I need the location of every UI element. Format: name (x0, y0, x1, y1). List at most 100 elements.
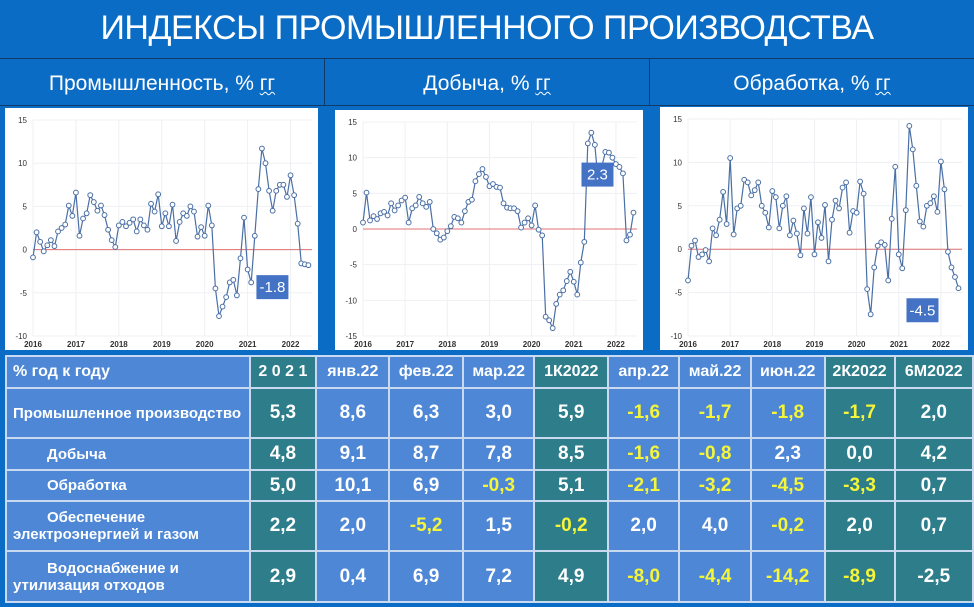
table-cell: 2,3 (749, 437, 826, 471)
x-tick-label: 2016 (354, 340, 372, 349)
y-tick-label: -5 (20, 289, 28, 298)
data-point (902, 207, 909, 214)
table-cell: 0,7 (893, 500, 974, 552)
data-point (176, 219, 183, 225)
last-value-label: 2.3 (587, 167, 608, 184)
data-point (259, 145, 265, 152)
data-point (553, 301, 560, 307)
x-tick-label: 2021 (565, 340, 583, 349)
x-tick-label: 2017 (67, 340, 85, 349)
data-point (137, 216, 144, 223)
data-point (461, 208, 468, 215)
data-point (584, 140, 591, 147)
data-point (230, 276, 237, 283)
data-point (191, 208, 197, 215)
data-point (126, 219, 133, 226)
y-tick-label: 0 (353, 225, 358, 234)
table-cell: 2,2 (248, 500, 318, 552)
table-cell: 2,9 (248, 550, 318, 603)
column-header: 2К2022 (823, 355, 896, 389)
table-cell: 5,9 (533, 387, 609, 439)
data-point (395, 202, 402, 209)
table-row: Обработка 5,0 10,1 6,9 -0,3 5,1 -2,1 -3,2 -4,5 -3… (5, 469, 974, 502)
data-point (549, 325, 556, 332)
data-point (514, 208, 521, 215)
table-cell: 8,5 (533, 437, 609, 471)
data-point (90, 199, 97, 205)
panel-unit: гг (875, 72, 891, 95)
data-point (419, 200, 426, 207)
row-label-line2: утилизация отходов (13, 576, 165, 594)
data-point (591, 141, 598, 148)
y-tick-label: 10 (673, 158, 682, 167)
data-point (945, 248, 951, 255)
column-header: янв.22 (315, 355, 391, 389)
table-cell: 5,3 (248, 387, 318, 439)
table-cell: 3,0 (461, 387, 536, 439)
data-point (706, 258, 712, 265)
data-point (881, 241, 888, 248)
data-point (699, 251, 705, 258)
data-point (560, 287, 567, 294)
data-point (212, 285, 219, 292)
data-point (280, 181, 287, 188)
data-point (556, 291, 563, 298)
data-point (148, 200, 154, 207)
table-cell: 7,8 (461, 437, 536, 471)
data-point (166, 223, 172, 230)
data-point (570, 278, 577, 285)
y-tick-label: -15 (345, 332, 357, 341)
data-point (108, 237, 115, 243)
data-point (801, 205, 807, 212)
data-point (412, 202, 419, 209)
table-header-row: % год к году 2 0 2 1 янв.22 фев.22 мар.22 1К2… (5, 355, 974, 389)
divider (324, 58, 325, 106)
data-point (51, 243, 58, 250)
data-point (630, 209, 637, 216)
chart-manufacturing: -10 -5 0 5 10 15 2016 2017 2018 2019 2020 2021 2022 -… (660, 107, 968, 350)
x-tick-label: 2021 (239, 340, 257, 349)
row-label: Обеспечение электроэнергией и газом (5, 500, 251, 552)
data-point (40, 248, 47, 255)
data-point (528, 222, 535, 229)
table-cell: 4,2 (893, 437, 974, 471)
data-point (360, 219, 366, 226)
row-label-line1: Водоснабжение и (47, 559, 179, 577)
data-point (115, 222, 122, 229)
data-point (839, 184, 846, 191)
data-point (391, 207, 398, 214)
data-point (836, 205, 842, 212)
table-cell: 2,0 (893, 387, 974, 439)
data-point (405, 219, 412, 226)
y-tick-label: 15 (18, 116, 27, 125)
data-point (913, 182, 920, 189)
data-point (525, 215, 532, 222)
data-point (811, 251, 818, 258)
table-cell: 2,0 (823, 500, 896, 552)
data-point (843, 179, 849, 186)
y-tick-label: 15 (348, 118, 357, 127)
data-point (892, 163, 899, 170)
y-tick-label: 0 (23, 246, 28, 255)
data-point (938, 158, 944, 165)
x-tick-label: 2018 (763, 340, 781, 349)
data-point (444, 228, 451, 235)
table-cell: 0,7 (893, 469, 974, 502)
data-point (779, 202, 786, 209)
panel-title-text: Промышленность, % (48, 72, 260, 95)
page-title: ИНДЕКСЫ ПРОМЫШЛЕННОГО ПРОИЗВОДСТВА (100, 9, 874, 47)
last-value-box (256, 275, 289, 300)
data-point (574, 291, 581, 298)
table-cell: 8,7 (388, 437, 464, 471)
data-point (363, 189, 370, 196)
data-point (305, 262, 312, 269)
y-tick-label: 5 (353, 189, 358, 198)
y-tick-label: -5 (675, 289, 683, 298)
row-label: Водоснабжение и утилизация отходов (5, 550, 251, 603)
chart-industry: -10 -5 0 5 10 15 2016 2017 2018 2019 2020 2021 2022 -… (5, 108, 318, 350)
data-point (906, 123, 913, 129)
data-point (920, 223, 927, 230)
data-point (709, 225, 716, 232)
column-header: июн.22 (749, 355, 826, 389)
data-point (162, 210, 169, 217)
